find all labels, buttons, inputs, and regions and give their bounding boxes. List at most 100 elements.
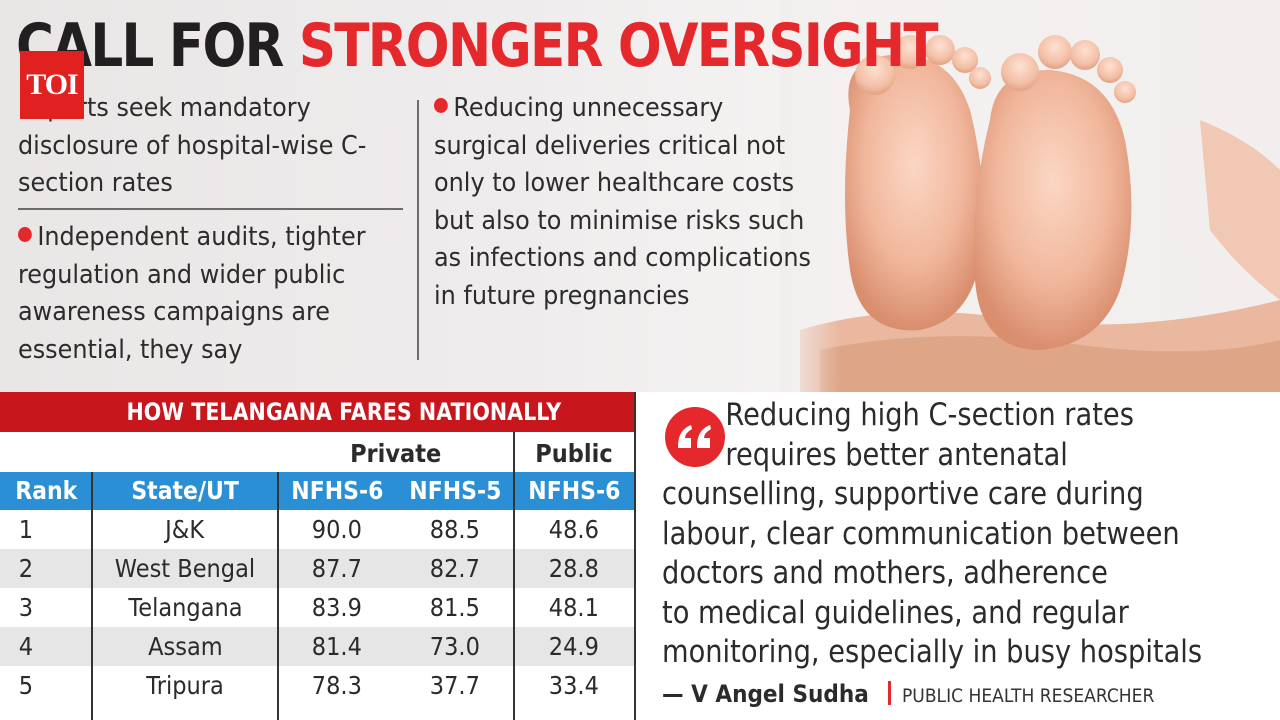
cell-private-nfhs6-text: 78.3 bbox=[311, 671, 363, 700]
group-header-public-text: Public bbox=[535, 439, 613, 468]
cell-rank-text: 2 bbox=[18, 554, 34, 583]
cell-private-nfhs6: 81.4 bbox=[278, 627, 396, 666]
quote-line: Reducing high C-section rates bbox=[725, 397, 1134, 433]
cell-public-nfhs6: 48.6 bbox=[514, 510, 634, 549]
point-right-1: Reducing unnecessary surgical deliveries… bbox=[434, 90, 820, 315]
column-header-private-nfhs6: NFHS-6 bbox=[278, 472, 396, 510]
rates-table: HOW TELANGANA FARES NATIONALLY Private P… bbox=[0, 392, 634, 720]
quote-author-role: PUBLIC HEALTH RESEARCHER bbox=[901, 685, 1155, 707]
point-left-2: Independent audits, tighter regulation a… bbox=[18, 219, 414, 369]
quote-line: labour, clear communication between bbox=[662, 515, 1180, 552]
column-header-public-nfhs6-text: NFHS-6 bbox=[527, 476, 621, 505]
cell-private-nfhs5-text: 73.0 bbox=[429, 632, 481, 661]
cell-rank: 1 bbox=[0, 510, 92, 549]
quote-line: requires better antenatal bbox=[725, 436, 1068, 473]
cell-rank: 4 bbox=[0, 627, 92, 666]
cell-rank: 3 bbox=[0, 588, 92, 627]
headline: CALL FOR STRONGER OVERSIGHT bbox=[16, 10, 939, 82]
cell-state-text: West Bengal bbox=[114, 554, 256, 583]
table-row: 1 J&K 90.0 88.5 48.6 bbox=[0, 510, 634, 549]
column-header-private-nfhs5-text: NFHS-5 bbox=[408, 476, 502, 505]
cell-state-text: Telangana bbox=[127, 593, 243, 622]
cell-private-nfhs5-text: 81.5 bbox=[429, 593, 481, 622]
cell-rank-text: 4 bbox=[18, 632, 34, 661]
quote-attribution: — V Angel Sudha PUBLIC HEALTH RESEARCHER bbox=[662, 680, 1280, 710]
group-header-private: Private bbox=[278, 438, 514, 470]
cell-private-nfhs5: 88.5 bbox=[396, 510, 514, 549]
table-column-divider bbox=[91, 472, 93, 720]
cell-private-nfhs5: 82.7 bbox=[396, 549, 514, 588]
cell-private-nfhs5: 37.7 bbox=[396, 666, 514, 705]
cell-state: Telangana bbox=[92, 588, 278, 627]
cell-public-nfhs6-text: 48.1 bbox=[548, 593, 600, 622]
cell-public-nfhs6-text: 48.6 bbox=[548, 515, 600, 544]
cell-state-text: Tripura bbox=[146, 671, 224, 700]
table-row: 3 Telangana 83.9 81.5 48.1 bbox=[0, 588, 634, 627]
red-dot-bullet-icon bbox=[434, 98, 448, 113]
cell-private-nfhs5-text: 82.7 bbox=[429, 554, 481, 583]
cell-rank: 2 bbox=[0, 549, 92, 588]
table-title: HOW TELANGANA FARES NATIONALLY bbox=[0, 392, 634, 432]
cell-public-nfhs6: 24.9 bbox=[514, 627, 634, 666]
column-header-public-nfhs6: NFHS-6 bbox=[514, 472, 634, 510]
cell-private-nfhs5: 73.0 bbox=[396, 627, 514, 666]
cell-private-nfhs6: 87.7 bbox=[278, 549, 396, 588]
column-header-state-text: State/UT bbox=[131, 476, 239, 505]
quote-line: counselling, supportive care during bbox=[662, 476, 1144, 512]
quote-line: monitoring, especially in busy hospitals bbox=[662, 634, 1203, 670]
cell-public-nfhs6: 33.4 bbox=[514, 666, 634, 705]
cell-private-nfhs6-text: 81.4 bbox=[311, 632, 363, 661]
cell-private-nfhs5-text: 88.5 bbox=[429, 515, 481, 544]
point-right-1-text: Reducing unnecessary surgical deliveries… bbox=[434, 93, 811, 311]
cell-private-nfhs5-text: 37.7 bbox=[429, 671, 481, 700]
cell-private-nfhs6-text: 83.9 bbox=[311, 593, 363, 622]
cell-private-nfhs6: 83.9 bbox=[278, 588, 396, 627]
column-header-rank-text: Rank bbox=[14, 476, 78, 505]
cell-state: Tripura bbox=[92, 666, 278, 705]
cell-private-nfhs5: 81.5 bbox=[396, 588, 514, 627]
cell-rank-text: 5 bbox=[18, 671, 34, 700]
cell-state: Assam bbox=[92, 627, 278, 666]
cell-public-nfhs6-text: 28.8 bbox=[548, 554, 600, 583]
cell-private-nfhs6: 78.3 bbox=[278, 666, 396, 705]
cell-public-nfhs6-text: 24.9 bbox=[548, 632, 600, 661]
column-header-state: State/UT bbox=[92, 472, 278, 510]
cell-public-nfhs6-text: 33.4 bbox=[548, 671, 600, 700]
cell-state-text: Assam bbox=[147, 632, 223, 661]
cell-private-nfhs6-text: 90.0 bbox=[311, 515, 363, 544]
cell-public-nfhs6: 28.8 bbox=[514, 549, 634, 588]
column-header-private-nfhs5: NFHS-5 bbox=[396, 472, 514, 510]
table-row: 5 Tripura 78.3 37.7 33.4 bbox=[0, 666, 634, 705]
divider-vertical bbox=[417, 100, 419, 360]
attribution-divider bbox=[888, 681, 892, 705]
cell-rank-text: 3 bbox=[18, 593, 34, 622]
quote-mark-icon bbox=[665, 407, 725, 467]
cell-state-text: J&K bbox=[165, 515, 205, 544]
top-panel: CALL FOR STRONGER OVERSIGHT TOI Experts … bbox=[0, 0, 1280, 392]
column-header-rank: Rank bbox=[0, 472, 92, 510]
table-title-text: HOW TELANGANA FARES NATIONALLY bbox=[126, 398, 562, 426]
cell-rank: 5 bbox=[0, 666, 92, 705]
group-header-private-text: Private bbox=[350, 439, 442, 468]
cell-rank-text: 1 bbox=[18, 515, 34, 544]
group-header-public: Public bbox=[514, 438, 634, 470]
point-left-2-text: Independent audits, tighter regulation a… bbox=[18, 222, 366, 365]
quote-author: — V Angel Sudha bbox=[662, 680, 869, 708]
table-column-divider bbox=[277, 472, 279, 720]
cell-private-nfhs6: 90.0 bbox=[278, 510, 396, 549]
column-header-private-nfhs6-text: NFHS-6 bbox=[290, 476, 384, 505]
table-column-divider bbox=[513, 432, 515, 720]
quote-line: to medical guidelines, and regular bbox=[662, 594, 1129, 631]
cell-private-nfhs6-text: 87.7 bbox=[311, 554, 363, 583]
baby-feet-photo bbox=[780, 0, 1280, 392]
table-row: 2 West Bengal 87.7 82.7 28.8 bbox=[0, 549, 634, 588]
toi-logo-badge: TOI bbox=[20, 51, 84, 119]
headline-part-red: STRONGER OVERSIGHT bbox=[298, 11, 939, 81]
cell-public-nfhs6: 48.1 bbox=[514, 588, 634, 627]
quote-text: Reducing high C-section rates requires b… bbox=[662, 396, 1225, 673]
table-row: 4 Assam 81.4 73.0 24.9 bbox=[0, 627, 634, 666]
cell-state: West Bengal bbox=[92, 549, 278, 588]
toi-logo-label: TOI bbox=[26, 68, 78, 101]
quote-panel: Reducing high C-section rates requires b… bbox=[634, 392, 1280, 720]
quote-line: doctors and mothers, adherence bbox=[662, 555, 1108, 591]
